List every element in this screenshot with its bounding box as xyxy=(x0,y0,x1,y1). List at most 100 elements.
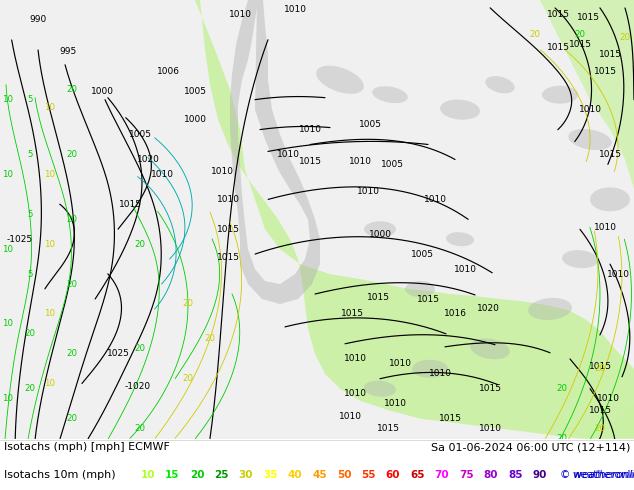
Polygon shape xyxy=(540,0,634,189)
Text: 10: 10 xyxy=(44,170,56,179)
Text: 1015: 1015 xyxy=(299,157,321,166)
Text: 1016: 1016 xyxy=(444,310,467,318)
Text: 1010: 1010 xyxy=(150,170,174,179)
Text: 20: 20 xyxy=(67,150,77,159)
Text: 5: 5 xyxy=(27,95,33,104)
Text: 1015: 1015 xyxy=(547,10,569,20)
Text: 5: 5 xyxy=(27,270,33,279)
Text: 90: 90 xyxy=(533,470,547,480)
Text: 1020: 1020 xyxy=(477,304,500,314)
Text: 1015: 1015 xyxy=(593,67,616,76)
Text: 1005: 1005 xyxy=(358,120,382,129)
Text: 40: 40 xyxy=(288,470,302,480)
Text: 1006: 1006 xyxy=(157,67,179,76)
Text: 10: 10 xyxy=(3,319,13,328)
Text: 5: 5 xyxy=(27,210,33,219)
Text: 995: 995 xyxy=(60,48,77,56)
Text: 85: 85 xyxy=(508,470,523,480)
Text: 1015: 1015 xyxy=(598,50,621,59)
Polygon shape xyxy=(440,99,480,120)
Text: 20: 20 xyxy=(134,344,145,353)
Text: 20: 20 xyxy=(67,280,77,289)
Text: 1005: 1005 xyxy=(410,250,434,259)
Text: 1010: 1010 xyxy=(597,394,619,403)
Text: 1015: 1015 xyxy=(216,253,240,262)
Text: 20: 20 xyxy=(183,374,193,383)
Text: 20: 20 xyxy=(67,414,77,423)
Text: 15: 15 xyxy=(165,470,180,480)
Text: 70: 70 xyxy=(435,470,450,480)
Polygon shape xyxy=(230,0,320,304)
Text: 1015: 1015 xyxy=(479,384,501,393)
Text: 30: 30 xyxy=(239,470,253,480)
Text: Sa 01-06-2024 06:00 UTC (12+114): Sa 01-06-2024 06:00 UTC (12+114) xyxy=(430,442,630,452)
Text: 1010: 1010 xyxy=(607,270,630,279)
Text: 20: 20 xyxy=(67,85,77,94)
Polygon shape xyxy=(405,281,435,297)
Text: 1015: 1015 xyxy=(377,424,399,433)
Text: 1015: 1015 xyxy=(119,200,141,209)
Text: 1000: 1000 xyxy=(91,87,113,96)
Text: 1010: 1010 xyxy=(349,157,372,166)
Text: 10: 10 xyxy=(3,170,13,179)
Text: -1020: -1020 xyxy=(125,382,151,391)
Text: 1005: 1005 xyxy=(380,160,403,169)
Text: 1000: 1000 xyxy=(368,230,392,239)
Text: 20: 20 xyxy=(25,384,36,393)
Text: 20: 20 xyxy=(595,424,605,433)
Text: 20: 20 xyxy=(134,424,145,433)
Polygon shape xyxy=(364,221,396,237)
Text: 1005: 1005 xyxy=(183,87,207,96)
Text: 20: 20 xyxy=(67,215,77,224)
Text: 1010: 1010 xyxy=(344,354,366,363)
Text: 1010: 1010 xyxy=(453,265,477,273)
Text: 10: 10 xyxy=(3,245,13,254)
Text: 20: 20 xyxy=(205,334,216,343)
Text: 1010: 1010 xyxy=(216,195,240,204)
Text: 80: 80 xyxy=(484,470,498,480)
Text: 75: 75 xyxy=(459,470,474,480)
Polygon shape xyxy=(316,66,364,94)
Text: 1010: 1010 xyxy=(276,150,299,159)
Text: 1010: 1010 xyxy=(228,10,252,20)
Text: 60: 60 xyxy=(385,470,400,480)
Text: 1015: 1015 xyxy=(417,294,439,303)
Text: Isotachs 10m (mph): Isotachs 10m (mph) xyxy=(4,470,115,480)
Text: 1015: 1015 xyxy=(366,293,389,301)
Text: 1015: 1015 xyxy=(588,362,612,371)
Text: 10: 10 xyxy=(44,240,56,249)
Polygon shape xyxy=(470,339,510,359)
Text: 10: 10 xyxy=(44,310,56,318)
Text: 1015: 1015 xyxy=(569,40,592,49)
Text: 1015: 1015 xyxy=(439,414,462,423)
Text: Isotachs (mph) [mph] ECMWF: Isotachs (mph) [mph] ECMWF xyxy=(4,442,170,452)
Text: 50: 50 xyxy=(337,470,351,480)
Polygon shape xyxy=(542,86,578,104)
Polygon shape xyxy=(562,250,598,268)
Text: 10: 10 xyxy=(44,379,56,388)
Text: 45: 45 xyxy=(312,470,327,480)
Polygon shape xyxy=(412,360,448,378)
Polygon shape xyxy=(590,187,630,211)
Polygon shape xyxy=(568,129,612,150)
Text: 20: 20 xyxy=(529,30,541,39)
Text: 20: 20 xyxy=(595,364,605,373)
Text: 1010: 1010 xyxy=(479,424,501,433)
Text: 990: 990 xyxy=(29,15,47,24)
Text: 1015: 1015 xyxy=(216,225,240,234)
Text: 1015: 1015 xyxy=(340,310,363,318)
Polygon shape xyxy=(364,381,396,397)
Text: 20: 20 xyxy=(557,384,567,393)
Text: 1010: 1010 xyxy=(210,167,233,176)
Text: 1005: 1005 xyxy=(129,130,152,139)
Text: 35: 35 xyxy=(263,470,278,480)
Text: 20: 20 xyxy=(134,240,145,249)
Text: 1015: 1015 xyxy=(598,150,621,159)
Text: 1020: 1020 xyxy=(136,155,159,164)
Text: 20: 20 xyxy=(183,299,193,309)
Text: 1010: 1010 xyxy=(578,105,602,114)
Text: weatheronline.co.uk: weatheronline.co.uk xyxy=(573,470,634,480)
Text: 1015: 1015 xyxy=(588,406,612,415)
Text: 1000: 1000 xyxy=(183,115,207,124)
Text: 20: 20 xyxy=(190,470,204,480)
